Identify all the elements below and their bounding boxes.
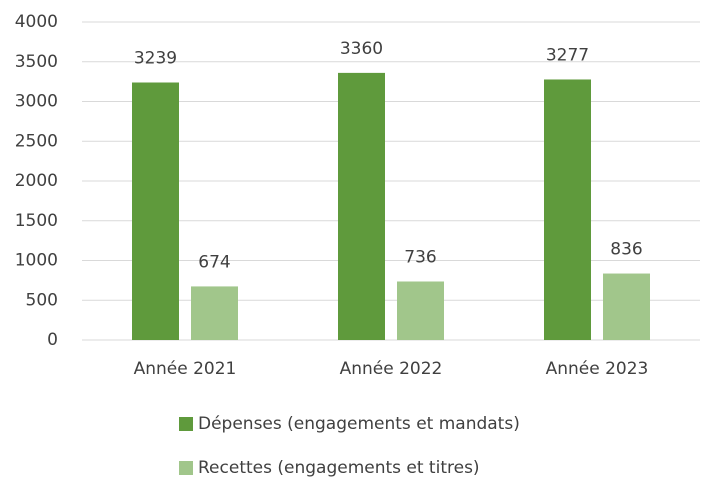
y-tick-label: 2000 [15,171,58,191]
y-tick-label: 2500 [15,131,58,151]
x-tick-label: Année 2022 [340,359,443,379]
data-label: 3239 [134,48,177,68]
x-tick-label: Année 2023 [546,359,649,379]
legend-swatch [179,461,193,475]
y-tick-label: 500 [26,290,58,310]
bar [132,82,179,340]
data-label: 674 [198,252,230,272]
y-tick-label: 3500 [15,52,58,72]
legend-label: Dépenses (engagements et mandats) [198,414,520,434]
data-label: 736 [404,247,436,267]
data-label: 3277 [546,45,589,65]
y-tick-label: 1000 [15,251,58,271]
y-tick-label: 4000 [15,12,58,32]
x-tick-label: Année 2021 [134,359,237,379]
bar [544,79,591,340]
y-tick-label: 1500 [15,211,58,231]
legend-swatch [179,417,193,431]
bar [397,281,444,340]
bar [338,72,385,340]
data-label: 836 [610,240,642,260]
y-tick-label: 0 [47,330,58,350]
bar [603,273,650,340]
bar [191,286,238,340]
legend-label: Recettes (engagements et titres) [198,458,480,478]
y-tick-label: 3000 [15,92,58,112]
data-label: 3360 [340,39,383,59]
